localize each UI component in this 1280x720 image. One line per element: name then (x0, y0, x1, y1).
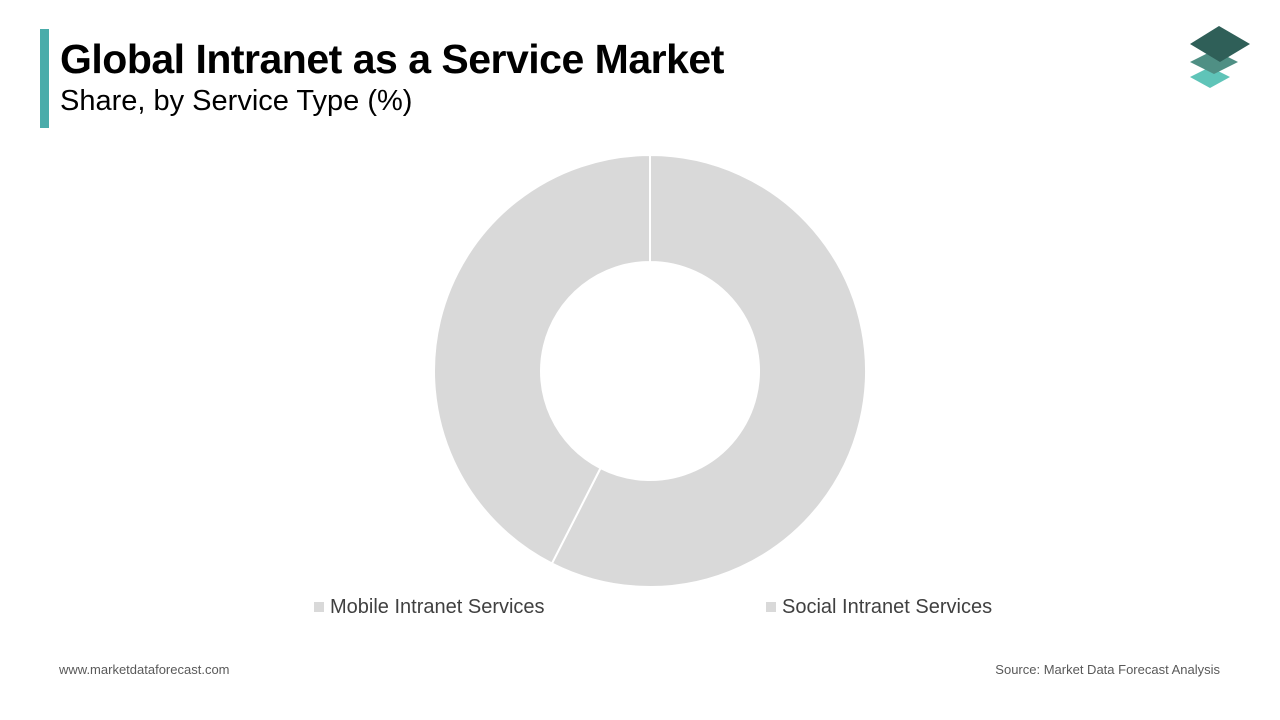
logo-icon (1190, 26, 1250, 88)
legend-item-social: Social Intranet Services (766, 595, 992, 619)
donut-slice-social (433, 153, 651, 565)
legend-label-social: Social Intranet Services (782, 595, 993, 618)
footer-source: Source: Market Data Forecast Analysis (995, 662, 1220, 677)
logo-layer-top (1190, 26, 1250, 62)
logo-layer-bottom (1190, 67, 1230, 88)
legend-item-mobile: Mobile Intranet Services (314, 595, 545, 619)
chart-subtitle: Share, by Service Type (%) (60, 85, 413, 117)
donut-slice-mobile (550, 153, 867, 588)
legend-swatch-social (766, 602, 776, 612)
legend-label-mobile: Mobile Intranet Services (330, 595, 545, 618)
footer-website: www.marketdataforecast.com (59, 662, 230, 677)
title-accent-bar (40, 29, 49, 128)
legend-swatch-mobile (314, 602, 324, 612)
chart-title: Global Intranet as a Service Market (60, 36, 724, 82)
